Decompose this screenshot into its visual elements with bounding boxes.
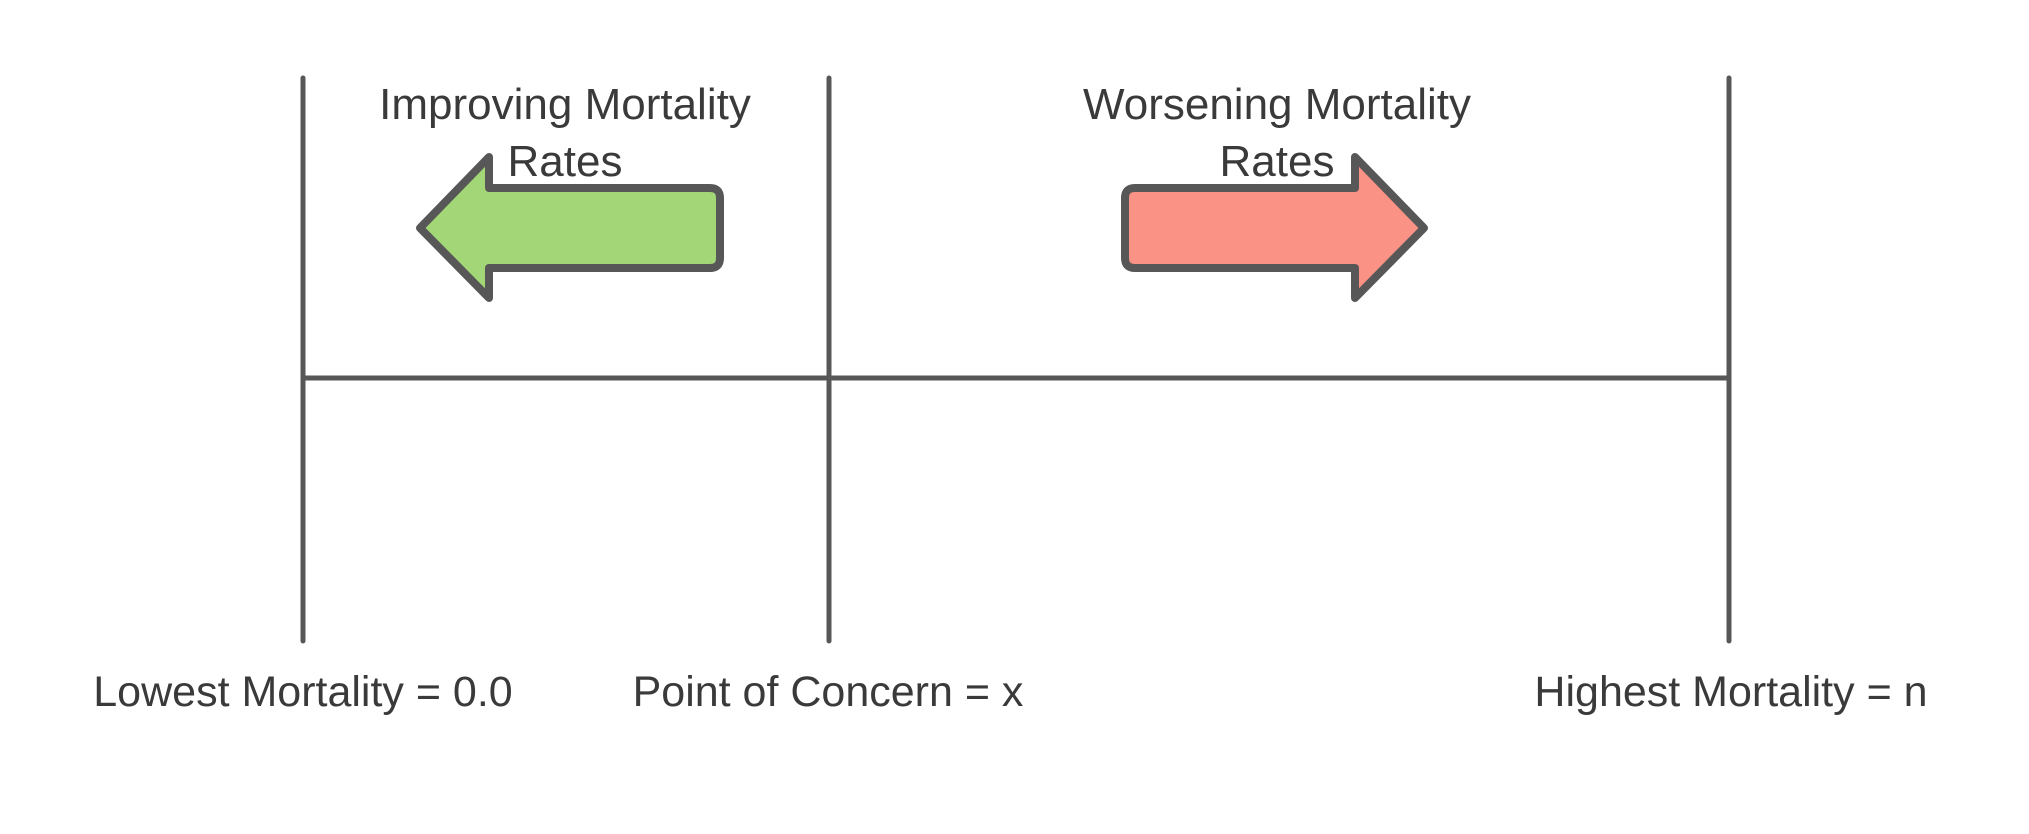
lowest-mortality-label: Lowest Mortality = 0.0 [93,668,513,716]
highest-mortality-label: Highest Mortality = n [1534,668,1928,716]
improving-mortality-title: Improving Mortality Rates [379,80,751,186]
worsening-right-arrow-icon [1121,153,1428,302]
point-of-concern-label: Point of Concern = x [632,668,1024,716]
worsening-mortality-title: Worsening Mortality Rates [1083,80,1471,186]
improving-left-arrow-icon [416,153,724,302]
